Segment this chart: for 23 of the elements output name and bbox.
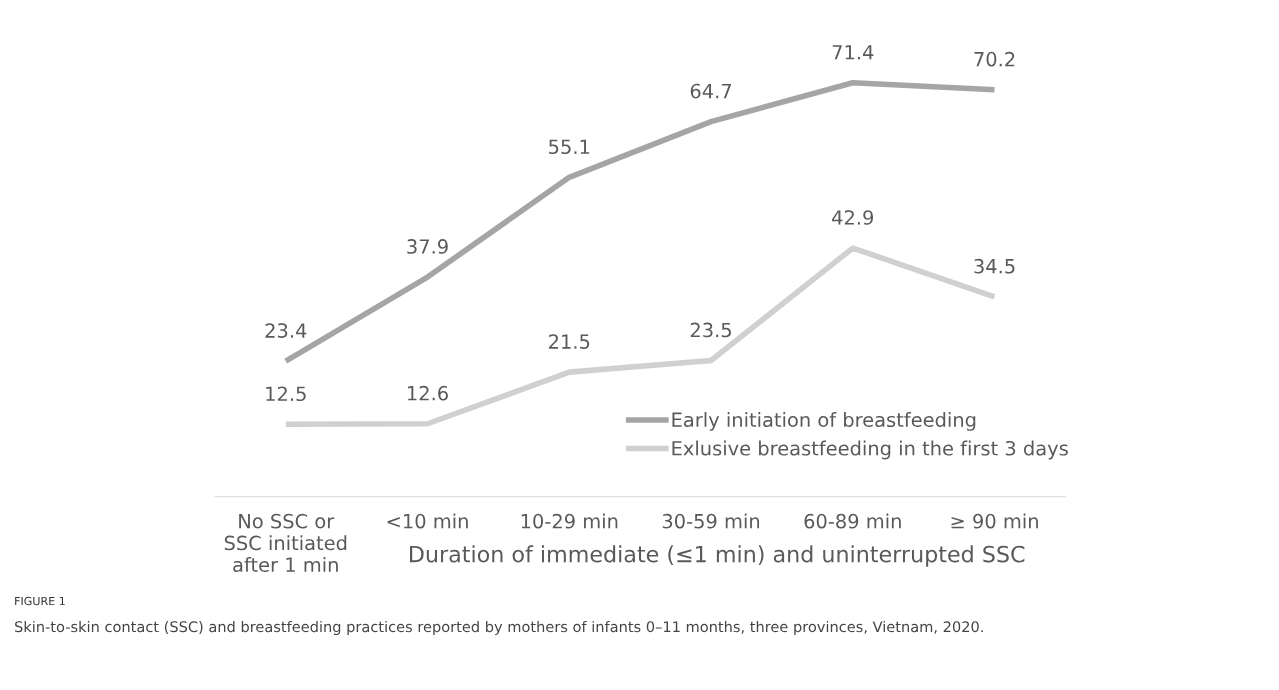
x-tick-label: No SSC or SSC initiated after 1 min xyxy=(224,513,347,573)
data-label: 12.6 xyxy=(407,385,448,401)
data-label: 70.2 xyxy=(974,51,1015,67)
legend-label: Early initiation of breastfeeding xyxy=(672,412,976,431)
data-label: 71.4 xyxy=(832,45,874,60)
text: Skin-to-skin contact (SSC) and breastfeeding practices reported by mothers of infants 0–11 months, three provinces, Vietnam, 2020. xyxy=(15,620,983,636)
data-label: 23.4 xyxy=(265,323,307,338)
data-label: 37.9 xyxy=(407,239,448,254)
data-label: 55.1 xyxy=(549,139,590,155)
legend-label: Exlusive breastfeeding in the first 3 days xyxy=(672,440,1068,460)
x-tick-label: <10 min xyxy=(387,513,468,529)
x-axis-title: Duration of immediate (≤1 min) and uninterrupted SSC xyxy=(410,545,1025,567)
data-label: 42.9 xyxy=(832,210,874,225)
x-tick-label: 10-29 min xyxy=(521,513,618,529)
data-label: 21.5 xyxy=(549,334,590,349)
data-label: 34.5 xyxy=(974,258,1015,274)
data-label: 12.5 xyxy=(266,386,306,402)
x-tick-label: 30-59 min xyxy=(662,513,760,529)
x-tick-label: 60-89 min xyxy=(804,513,901,529)
data-label: 64.7 xyxy=(690,83,731,99)
x-tick-label: ≥ 90 min xyxy=(951,513,1038,529)
data-label: 23.5 xyxy=(690,322,731,338)
caption: FIGURE 1 xyxy=(15,596,65,606)
